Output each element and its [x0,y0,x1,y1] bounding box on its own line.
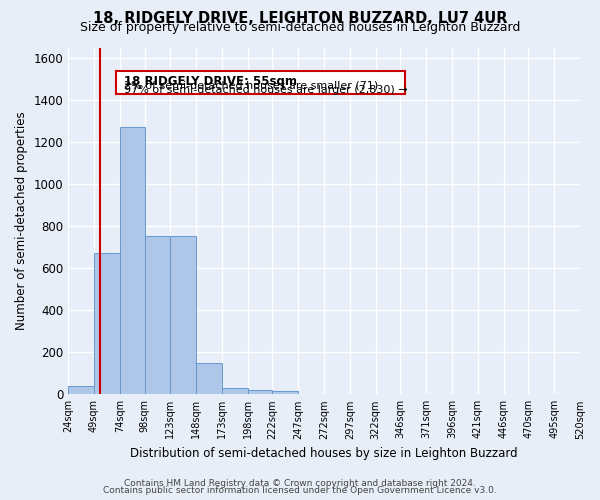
Text: 18, RIDGELY DRIVE, LEIGHTON BUZZARD, LU7 4UR: 18, RIDGELY DRIVE, LEIGHTON BUZZARD, LU7… [93,11,507,26]
Text: 18 RIDGELY DRIVE: 55sqm: 18 RIDGELY DRIVE: 55sqm [124,75,297,88]
Text: 97% of semi-detached houses are larger (2,830) →: 97% of semi-detached houses are larger (… [124,86,407,96]
Text: Contains HM Land Registry data © Crown copyright and database right 2024.: Contains HM Land Registry data © Crown c… [124,478,476,488]
X-axis label: Distribution of semi-detached houses by size in Leighton Buzzard: Distribution of semi-detached houses by … [130,447,518,460]
Bar [272,391,298,394]
Bar [145,236,170,394]
Bar [68,386,94,394]
Text: Contains public sector information licensed under the Open Government Licence v3: Contains public sector information licen… [103,486,497,495]
Text: Size of property relative to semi-detached houses in Leighton Buzzard: Size of property relative to semi-detach… [80,21,520,34]
FancyBboxPatch shape [116,70,404,94]
Bar [248,390,272,394]
Bar [222,388,248,394]
Y-axis label: Number of semi-detached properties: Number of semi-detached properties [15,112,28,330]
Bar [170,236,196,394]
Bar [94,254,120,394]
Bar [120,128,145,394]
Bar [196,363,222,394]
Text: 2% of semi-detached houses are smaller (71): 2% of semi-detached houses are smaller (… [124,80,378,90]
